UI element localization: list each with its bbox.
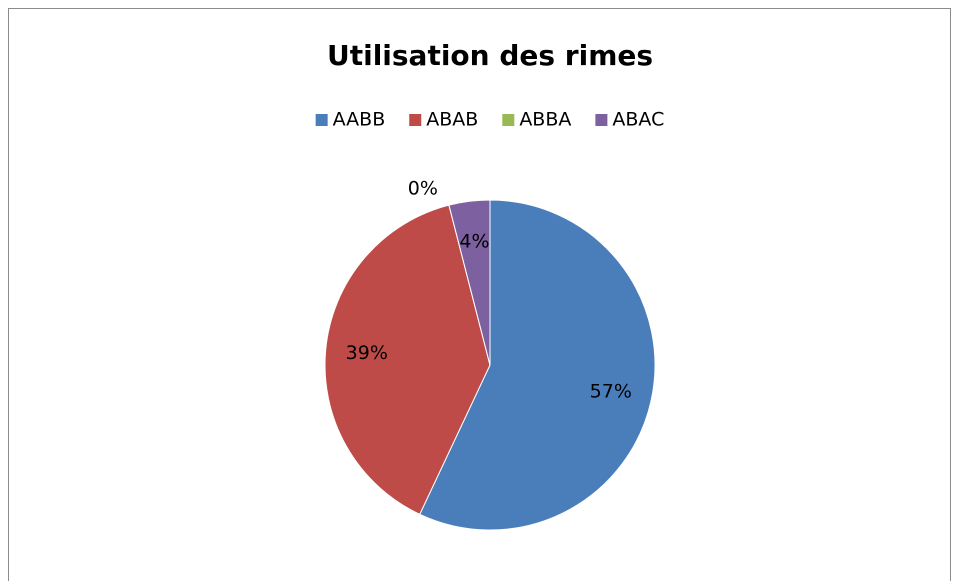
legend-swatch [595, 114, 608, 126]
data-label: 39% [346, 342, 388, 364]
chart-title: Utilisation des rimes [327, 39, 653, 72]
legend-swatch [409, 114, 422, 126]
pie-slice [448, 199, 491, 366]
data-label: 0% [408, 178, 438, 200]
pie-slice [324, 204, 491, 515]
legend-label: AABB [333, 109, 386, 131]
legend-label: ABBA [519, 109, 571, 131]
legend-label: ABAC [612, 109, 664, 131]
legend-label: ABAB [426, 109, 478, 131]
legend-swatch [502, 114, 515, 126]
legend-swatch [315, 114, 328, 126]
data-label: 57% [590, 380, 632, 402]
pie-slice [419, 199, 656, 531]
data-label: 4% [459, 231, 489, 253]
